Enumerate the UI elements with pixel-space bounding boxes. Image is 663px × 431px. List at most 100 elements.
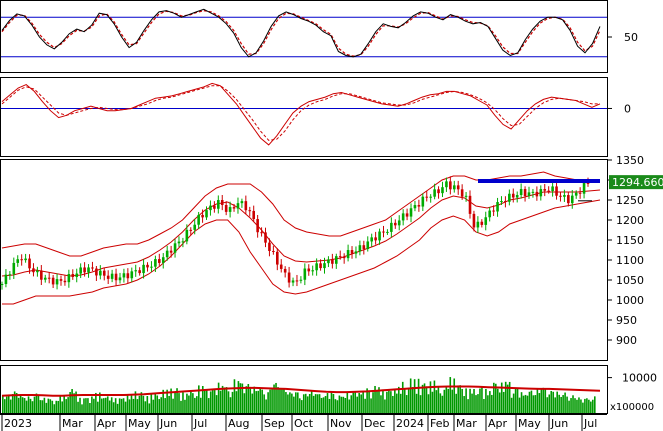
volume-bar	[542, 387, 545, 413]
volume-bar	[67, 397, 69, 413]
volume-bar	[376, 390, 378, 413]
x-tick-label: Feb	[430, 417, 449, 430]
x-tick-label: Mar	[456, 417, 477, 430]
candle-body	[114, 273, 118, 281]
axis-labels: 5001350130012501200115011001050100095090…	[0, 31, 663, 431]
price-tick-label: 1150	[616, 234, 644, 247]
candle-body	[547, 190, 550, 192]
price-tick-label: 1250	[616, 194, 644, 207]
candle-body	[405, 213, 409, 217]
x-tick-label: Mar	[62, 417, 83, 430]
volume-bar	[152, 399, 155, 413]
volume-bar	[164, 398, 166, 413]
volume-bar	[81, 404, 83, 413]
volume-bar	[451, 389, 454, 413]
volume-bar	[548, 394, 551, 413]
volume-bar	[251, 393, 254, 413]
volume-bar	[300, 400, 303, 413]
volume-bar	[590, 401, 592, 413]
volume-bar	[338, 395, 341, 413]
volume-bar	[502, 391, 505, 413]
volume-bar	[59, 396, 62, 413]
candle-body	[417, 205, 421, 207]
candle-body	[173, 243, 177, 253]
volume-bar	[63, 395, 65, 413]
candle-body	[16, 259, 20, 263]
volume-bar	[37, 395, 40, 413]
price-tick-label: 1200	[616, 214, 644, 227]
volume-bar	[219, 390, 222, 413]
candle-body	[500, 200, 503, 203]
volume-bar	[487, 395, 489, 413]
candle-body	[354, 251, 358, 254]
volume-bar	[449, 377, 452, 413]
candle-body	[472, 213, 476, 228]
candle-body	[484, 217, 488, 225]
volume-bar	[498, 392, 501, 413]
volume-bar	[370, 398, 372, 413]
volume-bar	[340, 396, 343, 413]
candle-body	[244, 201, 248, 211]
volume-bar	[532, 395, 535, 413]
candle-body	[276, 251, 279, 265]
bollinger-upper-band	[1, 171, 600, 257]
volume-bar	[586, 398, 588, 413]
candle-body	[142, 264, 145, 274]
candle-body	[456, 185, 460, 190]
volume-bar	[126, 394, 129, 413]
volume-bar	[233, 379, 236, 413]
volume-bar	[257, 390, 260, 413]
volume-panel-frame	[0, 365, 608, 414]
price-tick-label: 1350	[616, 154, 644, 167]
candle-body	[346, 250, 350, 259]
volume-bar	[25, 400, 28, 413]
volume-bar	[405, 395, 408, 413]
candle-body	[138, 270, 141, 274]
volume-bar	[425, 386, 428, 413]
price-panel-frame	[0, 159, 608, 361]
volume-bar	[196, 396, 198, 413]
osc2-signal-line	[1, 85, 600, 141]
candle-body	[315, 263, 318, 271]
candle-body	[334, 256, 338, 264]
volume-bar	[465, 388, 467, 413]
volume-bar	[574, 398, 576, 413]
volume-bar	[227, 391, 230, 413]
candle-body	[311, 270, 314, 272]
volume-bar	[217, 382, 220, 413]
volume-bar	[229, 397, 232, 413]
candle-body	[429, 196, 432, 198]
candle-body	[401, 213, 405, 221]
candle-body	[264, 232, 267, 243]
volume-bar	[322, 397, 325, 413]
volume-bar	[253, 386, 256, 413]
candle-body	[28, 258, 31, 269]
volume-bar	[277, 387, 279, 413]
volume-bar	[128, 399, 131, 413]
volume-bar	[69, 392, 71, 413]
candle-body	[527, 192, 531, 196]
volume-bar	[174, 391, 176, 413]
x-tick-label: 2023	[4, 417, 32, 430]
candle-body	[272, 250, 275, 252]
osc2-tick-label: 0	[624, 102, 631, 115]
volume-bar	[31, 401, 34, 413]
volume-bar	[382, 389, 384, 413]
volume-bar	[61, 401, 63, 413]
volume-bar	[326, 393, 329, 413]
volume-bar	[122, 398, 125, 413]
volume-bar	[199, 397, 202, 413]
volume-bar	[594, 396, 596, 413]
candle-body	[87, 267, 90, 273]
volume-bar	[394, 388, 396, 413]
volume-bar	[445, 386, 448, 413]
volume-bar	[354, 391, 357, 413]
volume-bar	[150, 394, 153, 413]
volume-bar	[483, 398, 485, 413]
volume-bar	[520, 392, 523, 413]
volume-bar	[372, 392, 374, 413]
candle-body	[523, 189, 527, 196]
volume-bar	[71, 389, 73, 413]
volume-bar	[592, 399, 594, 413]
panel-frames	[0, 0, 608, 414]
